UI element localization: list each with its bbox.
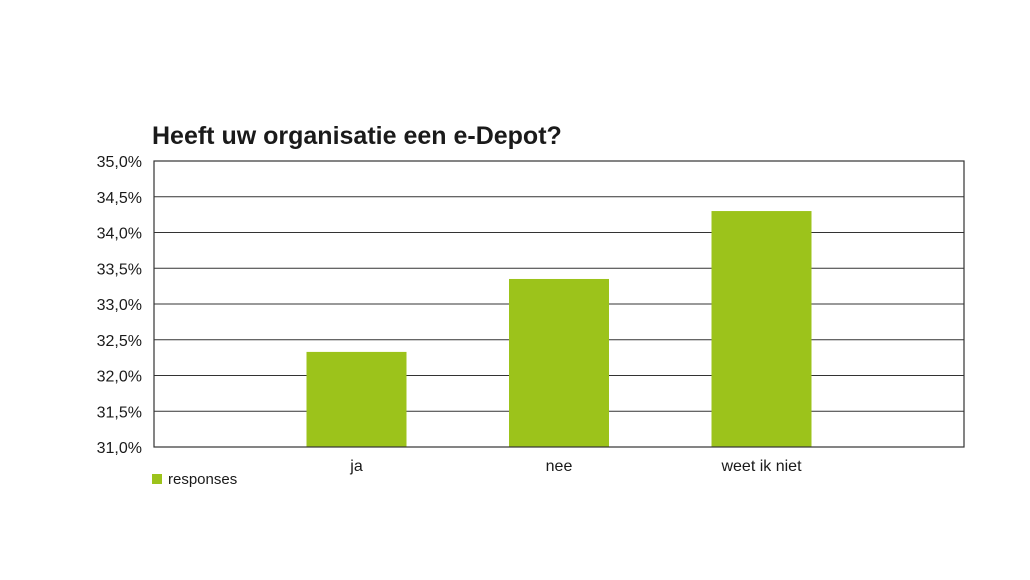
legend-swatch [152, 474, 162, 484]
bar-weet-ik-niet [711, 211, 812, 447]
x-category-label: ja [349, 458, 363, 475]
y-axis-tick-labels: 31,0% 31,5% 32,0% 32,5% 33,0% 33,5% 34,0% 34,5%… [97, 154, 142, 457]
y-tick-label: 34,5% [97, 190, 142, 207]
bar-nee [509, 278, 609, 447]
y-tick-label: 31,5% [97, 404, 142, 421]
y-tick-label: 33,0% [97, 297, 142, 314]
bar-ja [306, 351, 407, 447]
x-category-label: weet ik niet [720, 458, 802, 475]
legend-label-responses: responses [168, 471, 237, 488]
y-tick-label: 32,5% [97, 333, 142, 350]
bars [306, 211, 812, 447]
y-tick-label: 31,0% [97, 440, 142, 457]
legend: responses [152, 471, 237, 488]
y-tick-label: 32,0% [97, 369, 142, 386]
x-axis-category-labels: ja nee weet ik niet [349, 458, 802, 475]
y-tick-label: 34,0% [97, 226, 142, 243]
chart-title: Heeft uw organisatie een e-Depot? [152, 122, 562, 150]
y-tick-label: 33,5% [97, 261, 142, 278]
y-tick-label: 35,0% [97, 154, 142, 171]
x-category-label: nee [546, 458, 573, 475]
plot-area-frame [153, 160, 965, 448]
